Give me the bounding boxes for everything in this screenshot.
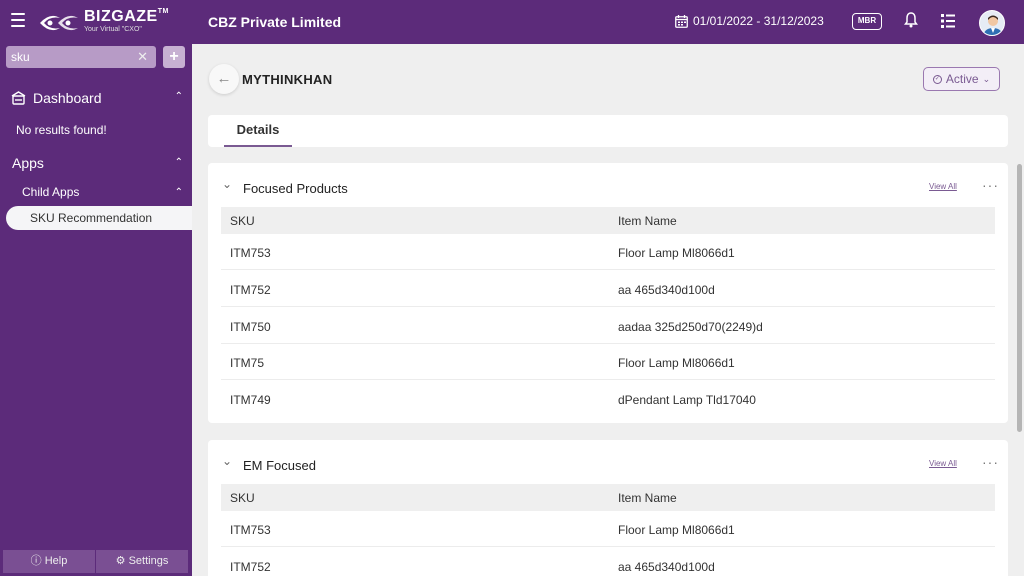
top-bar: BIZGAZETM Your Virtual "CXO" CBZ Private… bbox=[0, 0, 1024, 44]
cell-sku: ITM75 bbox=[230, 356, 265, 370]
cell-item-name: aa 465d340d100d bbox=[618, 283, 715, 297]
status-dropdown[interactable]: ✓ Active ⌄ bbox=[923, 67, 1000, 91]
no-results-text: No results found! bbox=[16, 123, 107, 137]
search-input[interactable]: sku ✕ bbox=[6, 46, 156, 68]
section-header: ⌄ EM Focused View All ··· bbox=[208, 440, 1008, 484]
sidebar-footer: ⓘ Help ⚙ Settings bbox=[3, 550, 189, 573]
date-range-text: 01/01/2022 - 31/12/2023 bbox=[693, 14, 824, 28]
more-icon[interactable]: ··· bbox=[982, 454, 999, 470]
brand-tm: TM bbox=[157, 8, 169, 15]
brand-name: BIZGAZE bbox=[84, 8, 158, 25]
bell-icon[interactable] bbox=[904, 12, 918, 28]
date-range-picker[interactable]: 01/01/2022 - 31/12/2023 bbox=[675, 14, 824, 28]
column-header-sku: SKU bbox=[230, 214, 255, 228]
help-icon: ⓘ bbox=[30, 555, 45, 567]
table-row[interactable]: ITM753 Floor Lamp Ml8066d1 bbox=[221, 234, 995, 270]
back-button[interactable]: ← bbox=[209, 64, 239, 94]
user-avatar-icon bbox=[983, 15, 1003, 35]
close-icon[interactable]: ✕ bbox=[137, 49, 148, 64]
section-focused-products: ⌄ Focused Products View All ··· SKU Item… bbox=[208, 163, 1008, 423]
chevron-down-icon[interactable]: ⌄ bbox=[222, 177, 233, 191]
table-row[interactable]: ITM752 aa 465d340d100d bbox=[221, 271, 995, 307]
section-title: Focused Products bbox=[243, 181, 348, 196]
cell-sku: ITM749 bbox=[230, 393, 271, 407]
table-row[interactable]: ITM750 aadaa 325d250d70(2249)d bbox=[221, 308, 995, 344]
chevron-down-icon: ⌄ bbox=[982, 73, 991, 84]
sidebar-item-label: Child Apps bbox=[22, 185, 80, 199]
menu-icon[interactable] bbox=[11, 13, 25, 31]
status-label: Active bbox=[945, 72, 979, 86]
cell-item-name: dPendant Lamp Tld17040 bbox=[618, 393, 756, 407]
table-row[interactable]: ITM752 aa 465d340d100d bbox=[221, 548, 995, 576]
section-title: EM Focused bbox=[243, 458, 316, 473]
brand-tagline: Your Virtual "CXO" bbox=[84, 26, 142, 33]
cell-sku: ITM752 bbox=[230, 283, 271, 297]
chevron-down-icon[interactable]: ⌄ bbox=[222, 454, 233, 468]
cell-sku: ITM752 bbox=[230, 560, 271, 574]
help-button[interactable]: ⓘ Help bbox=[3, 550, 95, 573]
page-title: MYTHINKHAN bbox=[242, 72, 333, 87]
sidebar-item-sku-recommendation[interactable]: SKU Recommendation bbox=[6, 206, 192, 230]
help-label: Help bbox=[44, 555, 68, 567]
table-row[interactable]: ITM753 Floor Lamp Ml8066d1 bbox=[221, 511, 995, 547]
main-content: ← MYTHINKHAN ✓ Active ⌄ Details ⌄ Focuse… bbox=[192, 44, 1024, 576]
more-icon[interactable]: ··· bbox=[982, 177, 999, 193]
tab-bar: Details bbox=[208, 115, 1008, 147]
scrollbar[interactable] bbox=[1017, 164, 1022, 432]
cell-sku: ITM750 bbox=[230, 320, 271, 334]
cell-item-name: aadaa 325d250d70(2249)d bbox=[618, 320, 763, 334]
sidebar-item-label: Apps bbox=[12, 155, 44, 171]
table-header: SKU Item Name bbox=[221, 207, 995, 234]
cell-item-name: Floor Lamp Ml8066d1 bbox=[618, 523, 735, 537]
logo-mark-icon bbox=[40, 15, 78, 31]
cell-sku: ITM753 bbox=[230, 523, 271, 537]
sidebar-item-apps[interactable]: Apps ⌃ bbox=[12, 155, 183, 171]
check-circle-icon: ✓ bbox=[932, 74, 942, 84]
tab-details[interactable]: Details bbox=[224, 115, 292, 147]
view-all-link[interactable]: View All bbox=[929, 182, 957, 191]
column-header-sku: SKU bbox=[230, 491, 255, 505]
settings-label: Settings bbox=[128, 555, 169, 567]
settings-button[interactable]: ⚙ Settings bbox=[96, 550, 188, 573]
chevron-up-icon[interactable]: ⌃ bbox=[174, 187, 183, 198]
arrow-left-icon: ← bbox=[216, 70, 232, 87]
sidebar: sku ✕ + Dashboard ⌃ No results found! Ap… bbox=[0, 44, 192, 576]
column-header-item-name: Item Name bbox=[618, 491, 677, 505]
cell-item-name: aa 465d340d100d bbox=[618, 560, 715, 574]
list-icon[interactable] bbox=[941, 13, 955, 29]
chevron-up-icon[interactable]: ⌃ bbox=[174, 91, 183, 102]
sidebar-item-child-apps[interactable]: Child Apps ⌃ bbox=[22, 185, 183, 199]
chevron-up-icon[interactable]: ⌃ bbox=[174, 157, 183, 168]
table-header: SKU Item Name bbox=[221, 484, 995, 511]
section-header: ⌄ Focused Products View All ··· bbox=[208, 163, 1008, 207]
table-row[interactable]: ITM749 dPendant Lamp Tld17040 bbox=[221, 381, 995, 417]
table-row[interactable]: ITM75 Floor Lamp Ml8066d1 bbox=[221, 344, 995, 380]
cell-item-name: Floor Lamp Ml8066d1 bbox=[618, 356, 735, 370]
view-all-link[interactable]: View All bbox=[929, 459, 957, 468]
mbr-button[interactable]: MBR bbox=[852, 13, 882, 30]
cell-item-name: Floor Lamp Ml8066d1 bbox=[618, 246, 735, 260]
sidebar-item-dashboard[interactable]: Dashboard ⌃ bbox=[11, 89, 183, 107]
column-header-item-name: Item Name bbox=[618, 214, 677, 228]
calendar-icon bbox=[675, 14, 688, 28]
user-avatar[interactable] bbox=[979, 10, 1005, 36]
search-value: sku bbox=[11, 50, 30, 64]
cell-sku: ITM753 bbox=[230, 246, 271, 260]
add-button[interactable]: + bbox=[163, 46, 185, 68]
gear-icon: ⚙ bbox=[115, 555, 129, 567]
company-name[interactable]: CBZ Private Limited bbox=[208, 14, 342, 30]
sidebar-item-label: Dashboard bbox=[33, 90, 102, 106]
section-em-focused: ⌄ EM Focused View All ··· SKU Item Name … bbox=[208, 440, 1008, 576]
dashboard-icon bbox=[11, 91, 26, 105]
